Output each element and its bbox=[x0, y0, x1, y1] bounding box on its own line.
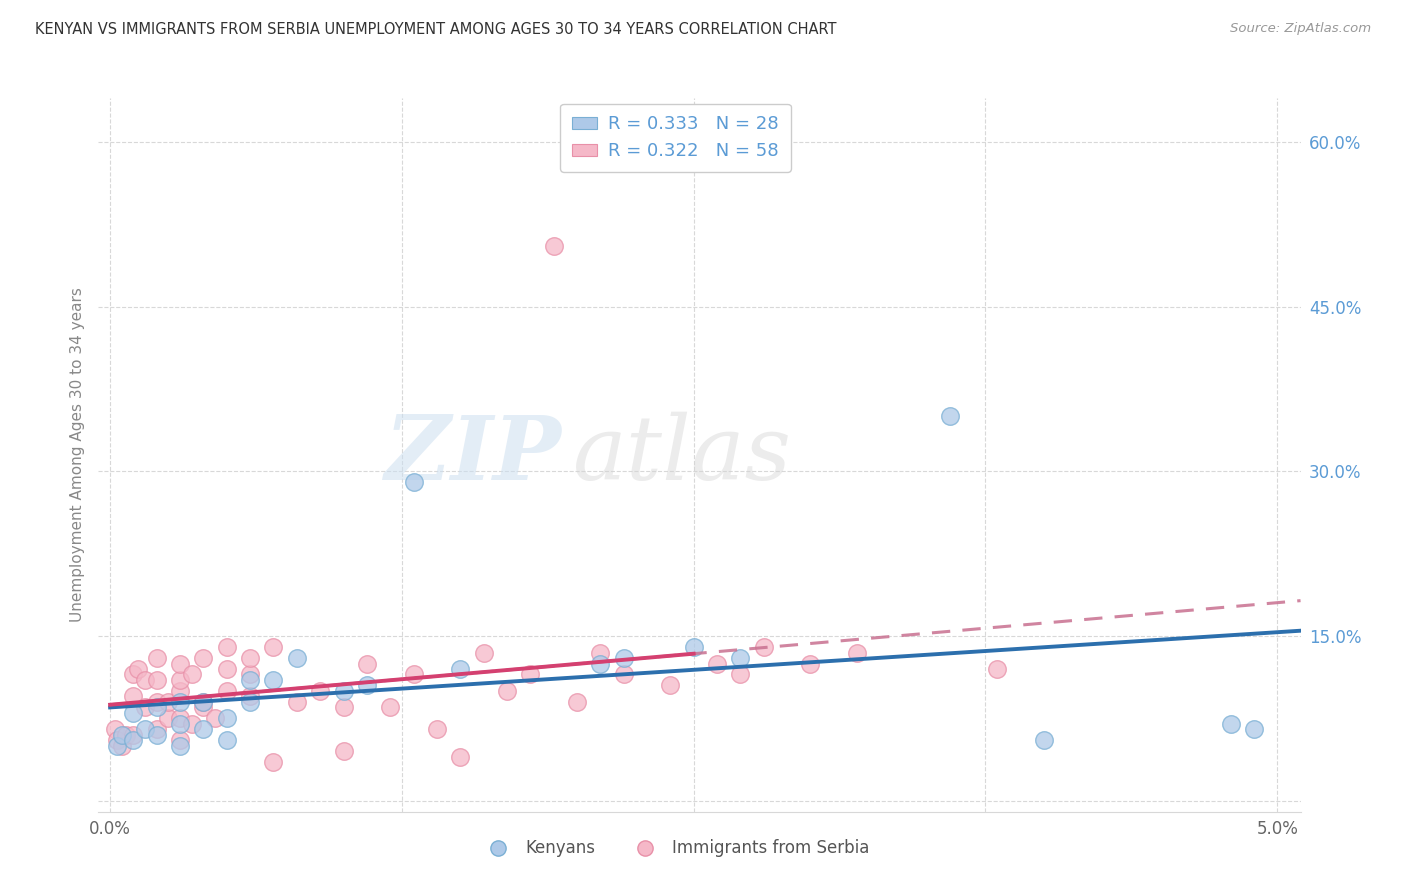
Point bbox=[613, 667, 636, 681]
Point bbox=[157, 695, 180, 709]
Point bbox=[846, 646, 869, 660]
Point bbox=[449, 749, 471, 764]
Point bbox=[215, 733, 238, 747]
Text: atlas: atlas bbox=[574, 411, 792, 499]
Point bbox=[146, 651, 169, 665]
Point bbox=[115, 728, 138, 742]
Point bbox=[146, 700, 169, 714]
Point bbox=[204, 711, 226, 725]
Point bbox=[169, 695, 191, 709]
Point bbox=[122, 733, 145, 747]
Point bbox=[134, 673, 156, 687]
Point bbox=[380, 700, 402, 714]
Point bbox=[472, 646, 495, 660]
Point bbox=[122, 706, 145, 720]
Point bbox=[134, 700, 156, 714]
Point bbox=[1243, 723, 1265, 737]
Point bbox=[402, 475, 425, 490]
Point bbox=[496, 684, 519, 698]
Point bbox=[122, 728, 145, 742]
Point bbox=[263, 673, 285, 687]
Point bbox=[193, 651, 215, 665]
Point bbox=[193, 695, 215, 709]
Point bbox=[146, 723, 169, 737]
Point bbox=[239, 673, 262, 687]
Point bbox=[285, 695, 308, 709]
Point bbox=[105, 733, 128, 747]
Point bbox=[105, 739, 128, 753]
Point bbox=[659, 678, 682, 692]
Point bbox=[215, 684, 238, 698]
Point bbox=[193, 723, 215, 737]
Point bbox=[356, 657, 378, 671]
Point bbox=[730, 651, 752, 665]
Point bbox=[127, 662, 149, 676]
Point bbox=[1032, 733, 1054, 747]
Point bbox=[986, 662, 1008, 676]
Point bbox=[169, 657, 191, 671]
Point bbox=[356, 678, 378, 692]
Point bbox=[426, 723, 449, 737]
Point bbox=[169, 684, 191, 698]
Point bbox=[589, 646, 612, 660]
Legend: Kenyans, Immigrants from Serbia: Kenyans, Immigrants from Serbia bbox=[475, 833, 876, 864]
Point bbox=[180, 667, 202, 681]
Point bbox=[752, 640, 775, 654]
Text: Source: ZipAtlas.com: Source: ZipAtlas.com bbox=[1230, 22, 1371, 36]
Point bbox=[402, 667, 425, 681]
Point bbox=[543, 239, 565, 253]
Point bbox=[589, 657, 612, 671]
Point bbox=[239, 667, 262, 681]
Point bbox=[169, 739, 191, 753]
Point bbox=[730, 667, 752, 681]
Point bbox=[706, 657, 728, 671]
Point bbox=[939, 409, 962, 424]
Point bbox=[180, 717, 202, 731]
Point bbox=[193, 695, 215, 709]
Point bbox=[169, 673, 191, 687]
Point bbox=[613, 651, 636, 665]
Point bbox=[169, 733, 191, 747]
Point bbox=[146, 695, 169, 709]
Point bbox=[122, 690, 145, 704]
Point bbox=[193, 700, 215, 714]
Point bbox=[169, 711, 191, 725]
Text: KENYAN VS IMMIGRANTS FROM SERBIA UNEMPLOYMENT AMONG AGES 30 TO 34 YEARS CORRELAT: KENYAN VS IMMIGRANTS FROM SERBIA UNEMPLO… bbox=[35, 22, 837, 37]
Point bbox=[332, 684, 354, 698]
Point bbox=[799, 657, 821, 671]
Point bbox=[146, 673, 169, 687]
Point bbox=[215, 640, 238, 654]
Point bbox=[519, 667, 541, 681]
Point bbox=[111, 739, 134, 753]
Point bbox=[215, 711, 238, 725]
Point bbox=[565, 695, 588, 709]
Point bbox=[215, 662, 238, 676]
Text: ZIP: ZIP bbox=[385, 412, 561, 498]
Point bbox=[146, 728, 169, 742]
Point bbox=[239, 690, 262, 704]
Point bbox=[239, 651, 262, 665]
Point bbox=[682, 640, 704, 654]
Point bbox=[285, 651, 308, 665]
Point bbox=[111, 728, 134, 742]
Point bbox=[263, 640, 285, 654]
Point bbox=[169, 717, 191, 731]
Point bbox=[134, 723, 156, 737]
Point bbox=[122, 667, 145, 681]
Point bbox=[309, 684, 332, 698]
Point bbox=[104, 723, 127, 737]
Point bbox=[239, 695, 262, 709]
Point bbox=[157, 711, 180, 725]
Point bbox=[1219, 717, 1241, 731]
Point bbox=[449, 662, 471, 676]
Point bbox=[332, 700, 354, 714]
Point bbox=[332, 744, 354, 758]
Y-axis label: Unemployment Among Ages 30 to 34 years: Unemployment Among Ages 30 to 34 years bbox=[69, 287, 84, 623]
Point bbox=[263, 756, 285, 770]
